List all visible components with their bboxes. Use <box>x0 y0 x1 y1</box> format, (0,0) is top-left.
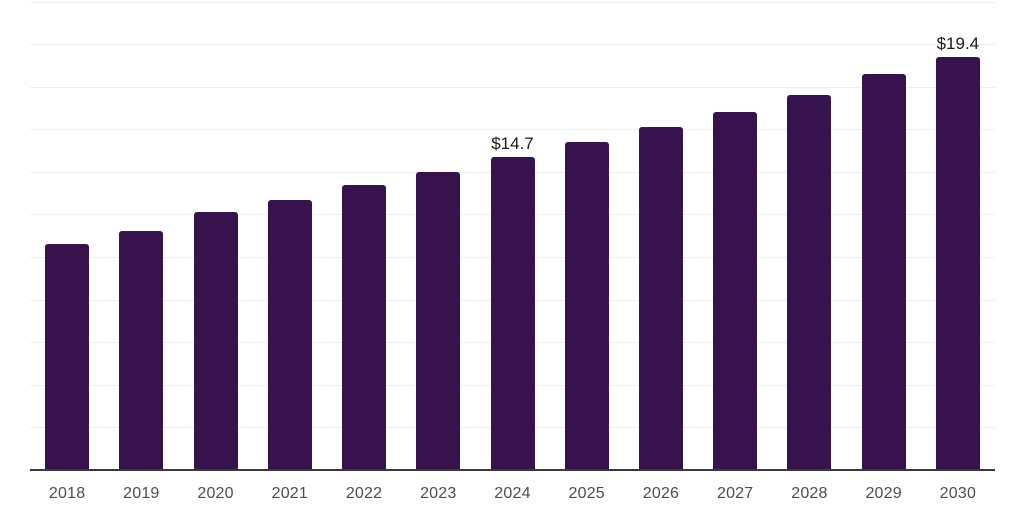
bar-2022 <box>342 184 387 470</box>
x-tick-label-2024: 2024 <box>494 485 531 502</box>
x-tick-label-2023: 2023 <box>420 485 457 502</box>
gridline <box>30 86 995 88</box>
x-tick-label-2021: 2021 <box>271 485 308 502</box>
gridline <box>30 44 995 46</box>
bar-2018 <box>45 244 90 470</box>
x-tick-label-2025: 2025 <box>568 485 605 502</box>
gridline <box>30 129 995 131</box>
bar-2029 <box>861 73 906 470</box>
x-tick-label-2019: 2019 <box>123 485 160 502</box>
x-tick-label-2026: 2026 <box>642 485 680 502</box>
x-tick-label-2029: 2029 <box>865 485 902 502</box>
bar-2028 <box>787 95 832 470</box>
x-tick-label-2027: 2027 <box>716 485 754 502</box>
x-tick-label-2022: 2022 <box>345 485 383 502</box>
data-label-2030: $19.4 <box>936 33 980 53</box>
x-tick-label-2018: 2018 <box>48 485 86 502</box>
bar-2023 <box>416 171 461 470</box>
x-tick-label-2020: 2020 <box>197 485 234 502</box>
bar-2030 <box>935 56 980 470</box>
x-tick-label-2030: 2030 <box>939 485 977 502</box>
bar-2027 <box>713 112 758 470</box>
bar-2026 <box>638 127 683 470</box>
bar-2025 <box>564 142 609 470</box>
gridline <box>30 1 995 3</box>
bar-2020 <box>193 212 238 470</box>
bar-2024 <box>490 156 535 470</box>
data-label-2024: $14.7 <box>491 133 534 153</box>
x-axis-line <box>30 469 995 472</box>
x-tick-label-2028: 2028 <box>791 485 828 502</box>
bar-2019 <box>119 231 164 470</box>
bar-2021 <box>267 199 312 470</box>
